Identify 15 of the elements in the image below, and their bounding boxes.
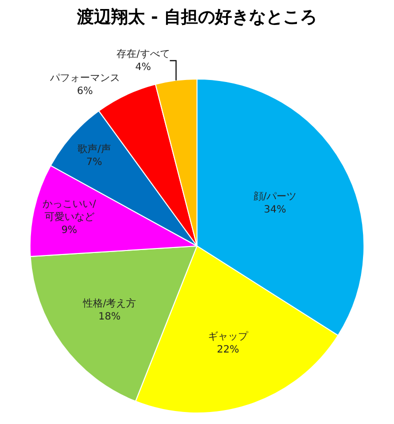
data-label: 9% [61,225,78,236]
data-label: 22% [216,344,240,356]
slice-label: 性格/考え方 [82,297,136,310]
slice-label: パフォーマンス [48,73,120,84]
slice-label: かっこいい/可愛いなど [42,199,97,224]
slice-label: 存在/すべて [116,48,170,60]
data-label: 4% [135,62,152,74]
data-label: 7% [86,156,102,168]
data-label: 18% [98,311,121,322]
chart-title: 渡辺翔太 - 自担の好きなところ [76,8,317,28]
slice-label: ギャップ [208,330,250,342]
data-label: 34% [264,204,286,216]
data-label: 6% [76,86,93,98]
slice-label: 顔/パーツ [253,190,297,203]
slice-label: 歌声/声 [77,142,111,155]
